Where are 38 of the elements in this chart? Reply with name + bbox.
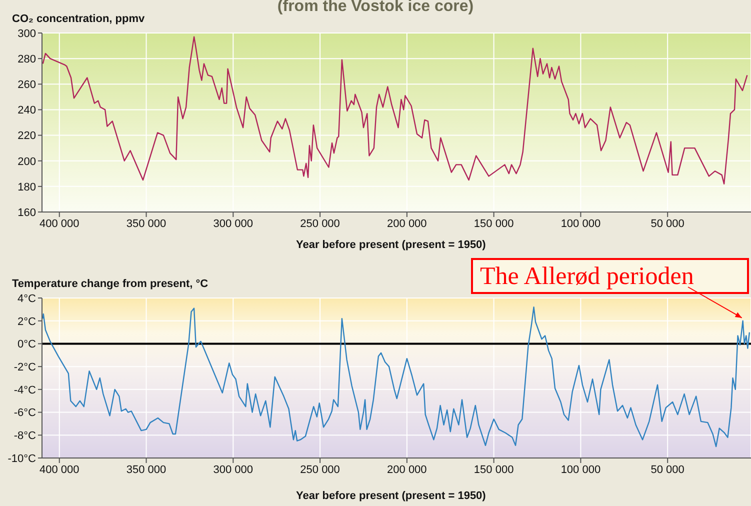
x-tick-label: 350 000 bbox=[126, 218, 166, 230]
x-tick-label: 150 000 bbox=[474, 218, 514, 230]
x-axis-title: Year before present (present = 1950) bbox=[296, 239, 486, 251]
y-tick-label: 2°C bbox=[18, 316, 36, 328]
y-tick-label: 280 bbox=[18, 53, 36, 66]
x-tick-label: 50 000 bbox=[650, 464, 684, 476]
y-tick-label: 260 bbox=[18, 79, 36, 92]
x-tick-label: 400 000 bbox=[39, 218, 80, 230]
y-tick-label: -4°C bbox=[14, 384, 36, 396]
x-axis-title: Year before present (present = 1950) bbox=[296, 490, 486, 502]
y-tick-label: -2°C bbox=[14, 361, 36, 374]
x-tick-label: 300 000 bbox=[213, 464, 254, 476]
x-tick-label: 50 000 bbox=[650, 218, 684, 230]
x-tick-label: 100 000 bbox=[560, 464, 601, 476]
y-tick-label: -10°C bbox=[8, 452, 36, 465]
line-series bbox=[42, 36, 748, 184]
x-tick-label: 200 000 bbox=[387, 218, 427, 230]
annotation: The Allerød perioden bbox=[480, 263, 694, 290]
x-tick-label: 200 000 bbox=[387, 464, 427, 476]
y-axis-title: CO₂ concentration, ppmv bbox=[12, 13, 145, 25]
x-tick-label: 150 000 bbox=[474, 464, 514, 476]
y-tick-label: 200 bbox=[18, 156, 36, 168]
x-tick-label: 250 000 bbox=[300, 218, 340, 230]
y-tick-label: 160 bbox=[18, 206, 36, 219]
y-tick-label: 220 bbox=[18, 130, 36, 142]
x-tick-label: 100 000 bbox=[560, 218, 601, 230]
x-tick-label: 300 000 bbox=[213, 218, 254, 230]
y-tick-label: 240 bbox=[18, 104, 36, 117]
y-tick-label: 0°C bbox=[18, 338, 36, 351]
y-tick-label: -8°C bbox=[14, 430, 36, 442]
x-tick-label: 350 000 bbox=[126, 464, 166, 476]
y-tick-label: -6°C bbox=[14, 407, 36, 420]
y-axis-title: Temperature change from present, °C bbox=[12, 278, 208, 290]
y-tick-label: 4°C bbox=[18, 292, 36, 305]
x-tick-label: 250 000 bbox=[300, 464, 340, 476]
y-tick-label: 180 bbox=[18, 181, 36, 194]
y-tick-label: 300 bbox=[18, 28, 36, 40]
x-tick-label: 400 000 bbox=[39, 464, 80, 476]
